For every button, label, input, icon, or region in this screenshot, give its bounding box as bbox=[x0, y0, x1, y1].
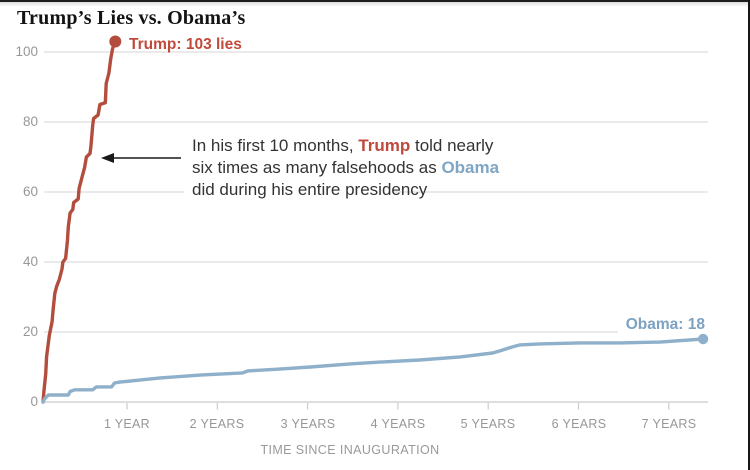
annotation-line-3: did during his entire presidency bbox=[192, 179, 562, 201]
x-axis-title: TIME SINCE INAUGURATION bbox=[260, 443, 440, 457]
x-tick-label: 6 YEARS bbox=[551, 417, 607, 431]
axis-ticks bbox=[126, 403, 670, 410]
annotation-line-1: In his first 10 months, Trump told nearl… bbox=[192, 135, 562, 157]
annotation-segment: told nearly bbox=[410, 136, 494, 155]
right-window-edge bbox=[748, 0, 750, 470]
data-series bbox=[41, 35, 709, 404]
x-tick-label: 1 YEAR bbox=[103, 417, 151, 431]
annotation-text: In his first 10 months, Trump told nearl… bbox=[192, 135, 562, 201]
x-tick-label: 2 YEARS bbox=[189, 417, 245, 431]
obama-line bbox=[41, 337, 705, 404]
chart-title: Trump’s Lies vs. Obama’s bbox=[17, 7, 246, 29]
trump-line bbox=[41, 39, 117, 404]
x-tick-label: 4 YEARS bbox=[370, 417, 426, 431]
y-tick-label: 20 bbox=[22, 324, 38, 339]
y-tick-label: 0 bbox=[30, 394, 38, 409]
annotation-segment: did during his entire presidency bbox=[192, 180, 428, 199]
annotation-segment: In his first 10 months, bbox=[192, 136, 359, 155]
gridlines bbox=[44, 51, 708, 403]
y-tick-label: 80 bbox=[22, 114, 38, 129]
annotation-line-2: six times as many falsehoods as Obama bbox=[192, 157, 562, 179]
trump-series-label: Trump: 103 lies bbox=[129, 36, 242, 53]
y-tick-label: 40 bbox=[22, 254, 38, 269]
annotation-arrow bbox=[101, 153, 181, 163]
annotation-segment: six times as many falsehoods as bbox=[192, 158, 442, 177]
top-window-edge bbox=[0, 0, 750, 2]
trump-end-dot bbox=[109, 35, 122, 48]
y-tick-label: 100 bbox=[15, 44, 38, 59]
x-tick-label: 5 YEARS bbox=[460, 417, 516, 431]
obama-end-dot bbox=[697, 333, 709, 345]
x-tick-label: 7 YEARS bbox=[641, 417, 697, 431]
annotation-trump-word: Trump bbox=[358, 136, 411, 155]
top-edge-shadow bbox=[0, 2, 750, 7]
y-tick-label: 60 bbox=[22, 184, 38, 199]
annotation-obama-word: Obama bbox=[441, 158, 500, 177]
x-tick-label: 3 YEARS bbox=[280, 417, 336, 431]
obama-series-label: Obama: 18 bbox=[623, 316, 707, 334]
